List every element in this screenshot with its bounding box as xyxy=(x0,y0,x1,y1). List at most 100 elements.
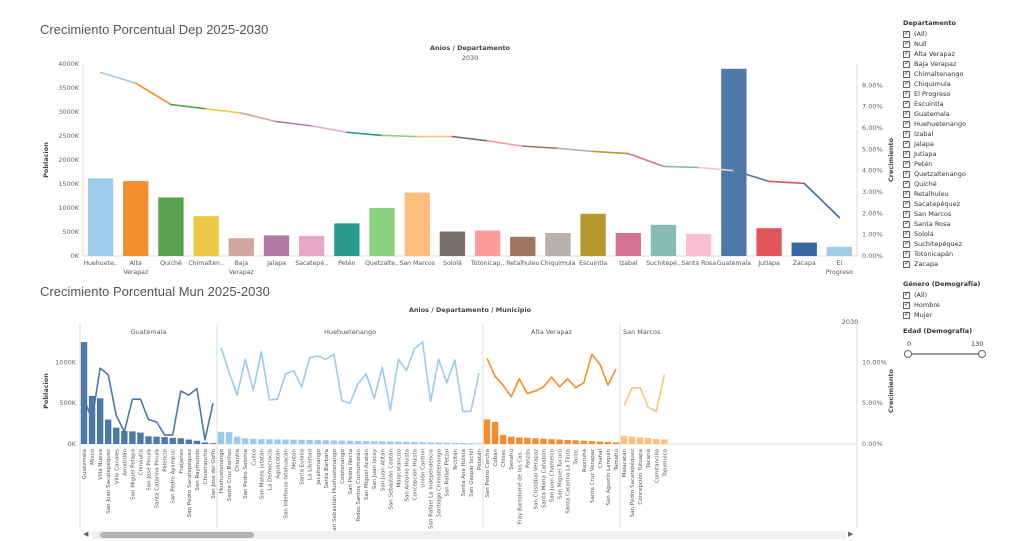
filter-option[interactable]: San Marcos xyxy=(903,209,966,219)
filter-option[interactable]: Quetzaltenango xyxy=(903,169,966,179)
filter-option[interactable]: (All) xyxy=(903,290,980,300)
scrollbar-thumb[interactable] xyxy=(100,532,254,538)
x-tick-label: San Juan Atitán xyxy=(379,448,386,491)
checkbox-icon[interactable] xyxy=(903,109,910,118)
checkbox-icon[interactable] xyxy=(903,139,910,148)
bar-1-27 xyxy=(435,442,442,444)
y2-tick-label: 10.00% xyxy=(862,358,887,366)
checkbox-icon[interactable] xyxy=(903,29,910,38)
filter-option[interactable]: Alta Verapaz xyxy=(903,49,966,59)
filter-option[interactable]: Jutiapa xyxy=(903,149,966,159)
filter-option[interactable]: Guatemala xyxy=(903,109,966,119)
bar-0-11 xyxy=(169,437,176,444)
checkbox-icon[interactable] xyxy=(903,119,910,128)
horizontal-scrollbar[interactable] xyxy=(92,531,846,539)
x-tick-label: Malacatancito xyxy=(396,448,402,487)
bar-1-9 xyxy=(290,439,297,444)
checkbox-icon[interactable] xyxy=(903,99,910,108)
filter-option[interactable]: Izabal xyxy=(903,129,966,139)
x-tick-label: San Miguel Acatán xyxy=(363,449,370,501)
checkbox-icon[interactable] xyxy=(903,219,910,228)
filter-option[interactable]: Mujer xyxy=(903,310,980,320)
x-tick-label: Santa Cruz Verapaz xyxy=(590,449,596,503)
checkbox-icon[interactable] xyxy=(903,129,910,138)
checkbox-icon[interactable] xyxy=(903,39,910,48)
bar-19 xyxy=(756,228,782,256)
y2-tick-label: 5.00% xyxy=(862,399,883,407)
edad-filter-label: Edad (Demografía) xyxy=(903,327,973,335)
checkbox-icon[interactable] xyxy=(903,69,910,78)
growth-line-segment xyxy=(275,120,313,127)
checkbox-icon[interactable] xyxy=(903,159,910,168)
checkbox-icon[interactable] xyxy=(903,149,910,158)
checkbox-icon[interactable] xyxy=(903,290,910,299)
scroll-left-icon[interactable]: ◀ xyxy=(83,530,89,538)
filter-option[interactable]: Zacapa xyxy=(903,259,966,269)
x-tick-label: Guatemala xyxy=(82,449,88,479)
scroll-right-icon[interactable]: ▶ xyxy=(848,530,854,538)
filter-option[interactable]: Sololá xyxy=(903,229,966,239)
y2-tick-label: 2.00% xyxy=(862,209,883,217)
filter-option[interactable]: Sacatepéquez xyxy=(903,199,966,209)
filter-option[interactable]: Null xyxy=(903,39,966,49)
x-tick-label: Fraijanes xyxy=(179,449,185,474)
filter-option[interactable]: Suchitepéquez xyxy=(903,239,966,249)
bottom-chart: Anios / Departamento / Municipio 2030 0K 50… xyxy=(42,306,895,534)
filter-option[interactable]: Chimaltenango xyxy=(903,69,966,79)
bar-2-14 xyxy=(596,441,604,444)
checkbox-icon[interactable] xyxy=(903,259,910,268)
filter-option[interactable]: Hombre xyxy=(903,300,980,310)
bar-1-29 xyxy=(451,442,458,444)
checkbox-icon[interactable] xyxy=(903,209,910,218)
checkbox-icon[interactable] xyxy=(903,49,910,58)
checkbox-icon[interactable] xyxy=(903,249,910,258)
filter-option[interactable]: Petén xyxy=(903,159,966,169)
checkbox-icon[interactable] xyxy=(903,179,910,188)
filter-option[interactable]: Santa Rosa xyxy=(903,219,966,229)
departamento-filter: Departamento (All) Null Alta Verapaz Baja V… xyxy=(903,19,966,269)
filter-option[interactable]: (All) xyxy=(903,29,966,39)
bar-0-7 xyxy=(137,432,144,444)
growth-line-segment xyxy=(768,180,806,185)
checkbox-icon[interactable] xyxy=(903,189,910,198)
filter-option[interactable]: Chiquimula xyxy=(903,79,966,89)
filter-option[interactable]: Jalapa xyxy=(903,139,966,149)
filter-option[interactable]: Retalhuleu xyxy=(903,189,966,199)
filter-option[interactable]: El Progreso xyxy=(903,89,966,99)
checkbox-icon[interactable] xyxy=(903,79,910,88)
bar-0-4 xyxy=(113,427,120,444)
y-tick-label: 0K xyxy=(68,440,77,448)
x-tick-label: Concepción Tutuapa xyxy=(637,449,644,505)
growth-line-segment xyxy=(134,82,172,106)
edad-max-handle[interactable] xyxy=(978,350,986,358)
bar-1-17 xyxy=(354,440,362,444)
filter-option[interactable]: Huehuetenango xyxy=(903,119,966,129)
checkbox-icon[interactable] xyxy=(903,199,910,208)
filter-option[interactable]: Quiché xyxy=(903,179,966,189)
bar-1-14 xyxy=(330,440,338,444)
edad-min-handle[interactable] xyxy=(904,350,912,358)
filter-option-label: Sacatepéquez xyxy=(914,200,960,208)
bar-0-14 xyxy=(193,440,201,444)
x-tick-label: Chahal xyxy=(598,449,604,469)
filter-option-label: Quetzaltenango xyxy=(914,170,966,178)
x-tick-label: San Sebastián Coatán xyxy=(387,448,394,509)
column-value: 2030 xyxy=(842,318,859,326)
checkbox-icon[interactable] xyxy=(903,169,910,178)
filter-option[interactable]: Baja Verapaz xyxy=(903,59,966,69)
x-tick-label: Tectitán xyxy=(452,448,459,471)
checkbox-icon[interactable] xyxy=(903,59,910,68)
filter-option[interactable]: Escuintla xyxy=(903,99,966,109)
bar-1-0 xyxy=(217,431,225,444)
bar-3-4 xyxy=(653,439,660,444)
checkbox-icon[interactable] xyxy=(903,239,910,248)
bar-1-28 xyxy=(443,442,450,444)
x-tick-label: San Mateo Ixtatán xyxy=(258,449,265,500)
checkbox-icon[interactable] xyxy=(903,300,910,309)
filter-option[interactable]: Totonicapán xyxy=(903,249,966,259)
checkbox-icon[interactable] xyxy=(903,229,910,238)
edad-range-slider[interactable] xyxy=(904,350,986,358)
checkbox-icon[interactable] xyxy=(903,310,910,319)
checkbox-icon[interactable] xyxy=(903,89,910,98)
x-tick-label: San Miguel Tucurú xyxy=(557,449,564,499)
